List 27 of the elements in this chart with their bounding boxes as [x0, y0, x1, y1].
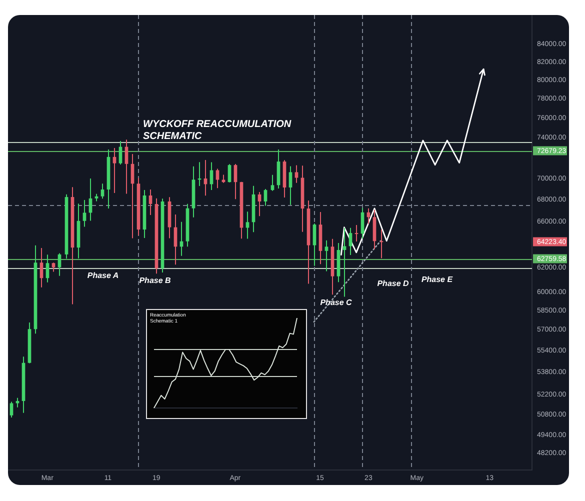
- candlestick: [58, 252, 62, 276]
- candlestick: [324, 240, 328, 272]
- candlestick: [16, 397, 20, 408]
- candlestick: [228, 164, 232, 183]
- annotation: Phase B: [139, 276, 172, 286]
- candlestick: [216, 168, 220, 189]
- annotation: Phase D: [377, 279, 410, 288]
- candlestick: [148, 189, 152, 216]
- candlestick: [270, 174, 274, 192]
- annotation: Phase E: [421, 275, 454, 284]
- candlestick: [100, 183, 104, 200]
- candlestick: [112, 148, 116, 194]
- annotation: Phase C: [320, 298, 352, 308]
- candlestick: [40, 248, 44, 288]
- candlestick: [234, 164, 238, 200]
- candlestick: [210, 162, 214, 191]
- candlestick: [312, 222, 316, 266]
- candlestick: [276, 149, 280, 190]
- candlestick: [288, 166, 292, 206]
- candlestick: [82, 199, 86, 228]
- candlestick: [118, 140, 122, 166]
- annotation: Phase A: [87, 271, 119, 280]
- candlestick: [294, 164, 298, 184]
- candlestick: [52, 262, 56, 272]
- candlestick: [46, 254, 50, 283]
- text: WYCKOFF REACCUMULATION SCHEMATIC: [143, 118, 292, 142]
- candlestick: [264, 188, 268, 206]
